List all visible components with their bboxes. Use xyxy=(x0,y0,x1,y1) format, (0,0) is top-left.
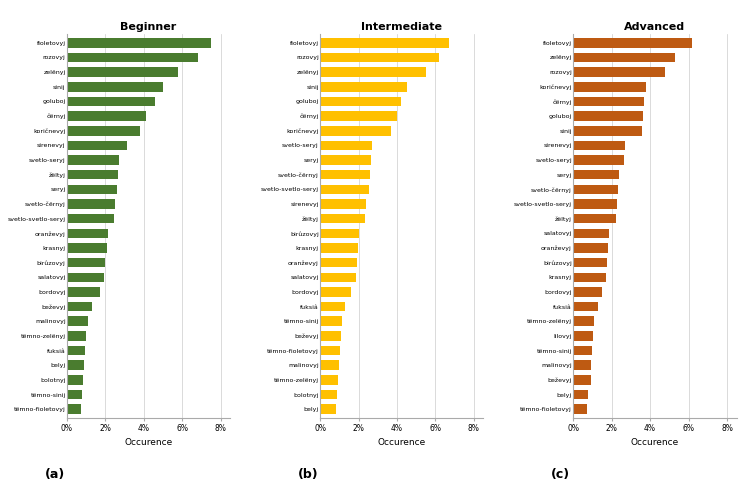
Bar xyxy=(320,52,439,62)
Bar xyxy=(573,273,606,282)
Bar xyxy=(320,243,358,253)
Bar xyxy=(320,287,351,296)
Bar xyxy=(320,82,406,91)
Bar xyxy=(573,97,644,106)
Bar xyxy=(573,287,602,296)
Bar xyxy=(320,273,356,282)
Bar xyxy=(320,97,401,106)
Bar xyxy=(67,404,81,414)
Title: Intermediate: Intermediate xyxy=(362,22,442,32)
Bar xyxy=(320,140,372,150)
Bar xyxy=(320,38,449,48)
Bar xyxy=(67,126,140,136)
Bar xyxy=(67,82,163,91)
Bar xyxy=(67,228,109,238)
Bar xyxy=(573,390,588,399)
Bar xyxy=(320,68,426,77)
Bar xyxy=(320,156,371,165)
Bar xyxy=(320,258,356,267)
Bar xyxy=(320,185,369,194)
X-axis label: Occurence: Occurence xyxy=(124,438,173,447)
X-axis label: Occurence: Occurence xyxy=(378,438,426,447)
X-axis label: Occurence: Occurence xyxy=(631,438,679,447)
Bar xyxy=(67,214,114,224)
Bar xyxy=(67,170,118,179)
Bar xyxy=(573,140,625,150)
Bar xyxy=(573,126,642,136)
Bar xyxy=(573,185,618,194)
Bar xyxy=(320,170,370,179)
Bar xyxy=(67,375,83,384)
Title: Beginner: Beginner xyxy=(121,22,177,32)
Bar xyxy=(67,316,88,326)
Bar xyxy=(573,361,591,370)
Bar xyxy=(67,97,155,106)
Bar xyxy=(573,38,693,48)
Title: Advanced: Advanced xyxy=(624,22,685,32)
Bar xyxy=(320,302,345,312)
Bar xyxy=(573,316,594,326)
Bar xyxy=(573,156,624,165)
Bar xyxy=(67,52,198,62)
Bar xyxy=(67,287,100,296)
Bar xyxy=(573,375,591,384)
Bar xyxy=(320,199,366,209)
Bar xyxy=(320,346,340,355)
Bar xyxy=(67,258,106,267)
Bar xyxy=(67,302,92,312)
Bar xyxy=(573,228,609,238)
Bar xyxy=(320,126,391,136)
Bar xyxy=(573,346,592,355)
Bar xyxy=(67,390,83,399)
Bar xyxy=(67,68,179,77)
Bar xyxy=(573,243,608,253)
Bar xyxy=(67,156,119,165)
Bar xyxy=(573,82,647,91)
Text: (b): (b) xyxy=(298,468,318,481)
Bar xyxy=(67,346,86,355)
Bar xyxy=(573,52,675,62)
Bar xyxy=(320,228,359,238)
Bar xyxy=(573,214,615,224)
Bar xyxy=(67,361,84,370)
Bar xyxy=(573,331,594,341)
Bar xyxy=(67,185,117,194)
Bar xyxy=(320,316,342,326)
Bar xyxy=(67,331,86,341)
Bar xyxy=(320,390,337,399)
Bar xyxy=(320,111,397,121)
Bar xyxy=(573,170,619,179)
Bar xyxy=(573,199,618,209)
Bar xyxy=(320,375,339,384)
Bar xyxy=(67,273,104,282)
Bar xyxy=(573,404,587,414)
Bar xyxy=(67,140,126,150)
Bar xyxy=(67,38,211,48)
Bar xyxy=(573,68,665,77)
Text: (c): (c) xyxy=(551,468,570,481)
Bar xyxy=(320,361,339,370)
Bar xyxy=(573,302,598,312)
Text: (a): (a) xyxy=(45,468,65,481)
Bar xyxy=(67,243,107,253)
Bar xyxy=(320,404,336,414)
Bar xyxy=(573,111,644,121)
Bar xyxy=(573,258,607,267)
Bar xyxy=(320,331,341,341)
Bar xyxy=(67,111,146,121)
Bar xyxy=(67,199,115,209)
Bar xyxy=(320,214,365,224)
